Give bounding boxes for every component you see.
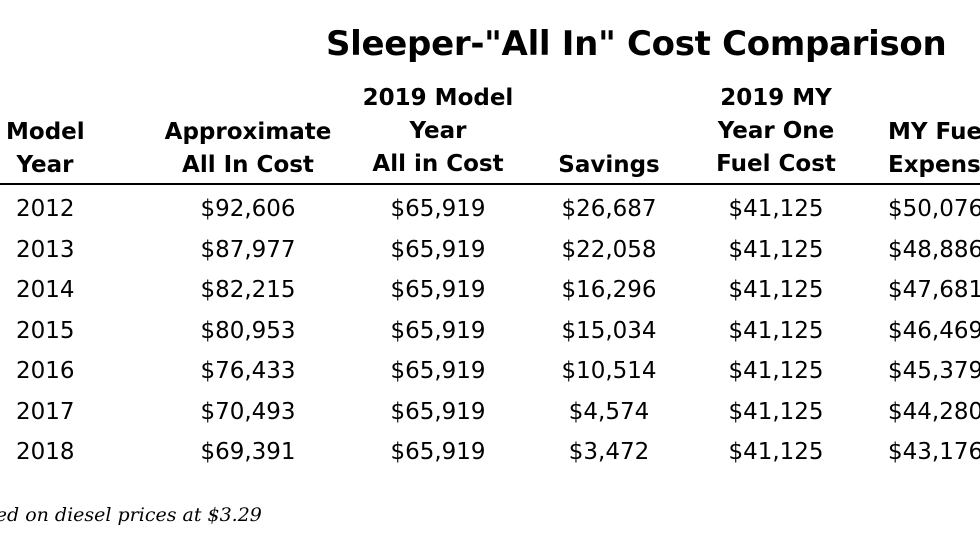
header-2019-model-cost-line-3: All in Cost <box>372 151 504 177</box>
cell-savings: $16,296 <box>561 277 657 303</box>
header-2019-fuel-cost-line-3: Fuel Cost <box>716 151 836 177</box>
header-savings-line-1: Savings <box>558 152 660 178</box>
cell-2019-fuel-cost: $41,125 <box>728 277 824 303</box>
cell-approximate-cost: $92,606 <box>200 196 296 222</box>
cell-fuel-expense: $45,379 <box>888 358 980 384</box>
header-approximate-cost-line-1: Approximate <box>164 119 332 145</box>
cell-savings: $15,034 <box>561 317 657 344</box>
header-fuel-expense-line-1: MY Fue <box>888 119 980 145</box>
header-2019-model-cost-line-2: Year <box>409 118 467 144</box>
header-fuel-expense: MY Fue Expense <box>888 116 980 182</box>
cell-2019-fuel-cost: $41,125 <box>728 358 824 384</box>
table-row: 2012 $92,606 $65,919 $26,687 $41,125 $50… <box>0 189 980 229</box>
cell-2019-fuel-cost: $41,125 <box>728 439 824 465</box>
cell-model-year: 2018 <box>16 439 75 465</box>
cell-2019-fuel-cost: $41,125 <box>728 196 824 222</box>
cell-savings: $22,058 <box>561 236 657 263</box>
cell-savings: $10,514 <box>561 358 657 384</box>
cell-model-year: 2014 <box>16 277 75 303</box>
cell-2019-model-cost: $65,919 <box>390 277 486 303</box>
header-approximate-cost-line-2: All In Cost <box>182 152 314 178</box>
header-divider <box>0 183 980 185</box>
cell-2019-model-cost: $65,919 <box>390 398 486 425</box>
table-row: 2016 $76,433 $65,919 $10,514 $41,125 $45… <box>0 351 980 391</box>
table-row: 2018 $69,391 $65,919 $3,472 $41,125 $43,… <box>0 432 980 472</box>
cell-fuel-expense: $43,176 <box>888 439 980 465</box>
cell-model-year: 2016 <box>16 358 75 384</box>
header-model-year: Model Year <box>6 116 85 182</box>
header-2019-fuel-cost-line-2: Year One <box>717 118 835 144</box>
cell-2019-model-cost: $65,919 <box>390 236 486 263</box>
cell-model-year: 2012 <box>16 196 75 222</box>
cell-2019-model-cost: $65,919 <box>390 317 486 344</box>
header-approximate-cost: Approximate All In Cost <box>158 116 338 182</box>
header-model-year-line-2: Year <box>16 152 74 178</box>
cell-2019-fuel-cost: $41,125 <box>728 398 824 425</box>
cell-2019-fuel-cost: $41,125 <box>728 236 824 263</box>
cell-2019-fuel-cost: $41,125 <box>728 317 824 344</box>
header-2019-fuel-cost-line-1: 2019 MY <box>720 85 832 111</box>
table-row: 2014 $82,215 $65,919 $16,296 $41,125 $47… <box>0 270 980 310</box>
header-2019-fuel-cost: 2019 MY Year One Fuel Cost <box>700 82 852 181</box>
cell-fuel-expense: $48,886 <box>888 236 980 263</box>
table-title: Sleeper-"All In" Cost Comparison <box>326 24 947 64</box>
cell-2019-model-cost: $65,919 <box>390 196 486 222</box>
table-row: 2013 $87,977 $65,919 $22,058 $41,125 $48… <box>0 230 980 270</box>
footnote: sed on diesel prices at $3.29 <box>0 504 262 526</box>
cell-approximate-cost: $82,215 <box>200 277 296 303</box>
header-2019-model-cost: 2019 Model Year All in Cost <box>348 82 528 181</box>
cell-approximate-cost: $69,391 <box>200 439 296 465</box>
cell-savings: $26,687 <box>561 196 657 222</box>
cell-approximate-cost: $70,493 <box>200 398 296 425</box>
cell-fuel-expense: $44,280 <box>888 398 980 425</box>
cell-approximate-cost: $76,433 <box>200 358 296 384</box>
header-fuel-expense-line-2: Expense <box>888 152 980 178</box>
cell-2019-model-cost: $65,919 <box>390 439 486 465</box>
header-2019-model-cost-line-1: 2019 Model <box>362 85 514 111</box>
header-model-year-line-1: Model <box>6 119 85 145</box>
cell-savings: $4,574 <box>568 398 650 425</box>
cell-2019-model-cost: $65,919 <box>390 358 486 384</box>
cell-model-year: 2013 <box>16 236 75 263</box>
cell-savings: $3,472 <box>568 439 650 465</box>
cell-approximate-cost: $80,953 <box>200 317 296 344</box>
cell-model-year: 2015 <box>16 317 75 344</box>
cell-fuel-expense: $46,469 <box>888 317 980 344</box>
header-savings: Savings <box>548 149 670 182</box>
table-row: 2015 $80,953 $65,919 $15,034 $41,125 $46… <box>0 311 980 351</box>
cell-model-year: 2017 <box>16 398 75 425</box>
table-row: 2017 $70,493 $65,919 $4,574 $41,125 $44,… <box>0 392 980 432</box>
cell-approximate-cost: $87,977 <box>200 236 296 263</box>
cell-fuel-expense: $50,076 <box>888 196 980 222</box>
cell-fuel-expense: $47,681 <box>888 277 980 303</box>
